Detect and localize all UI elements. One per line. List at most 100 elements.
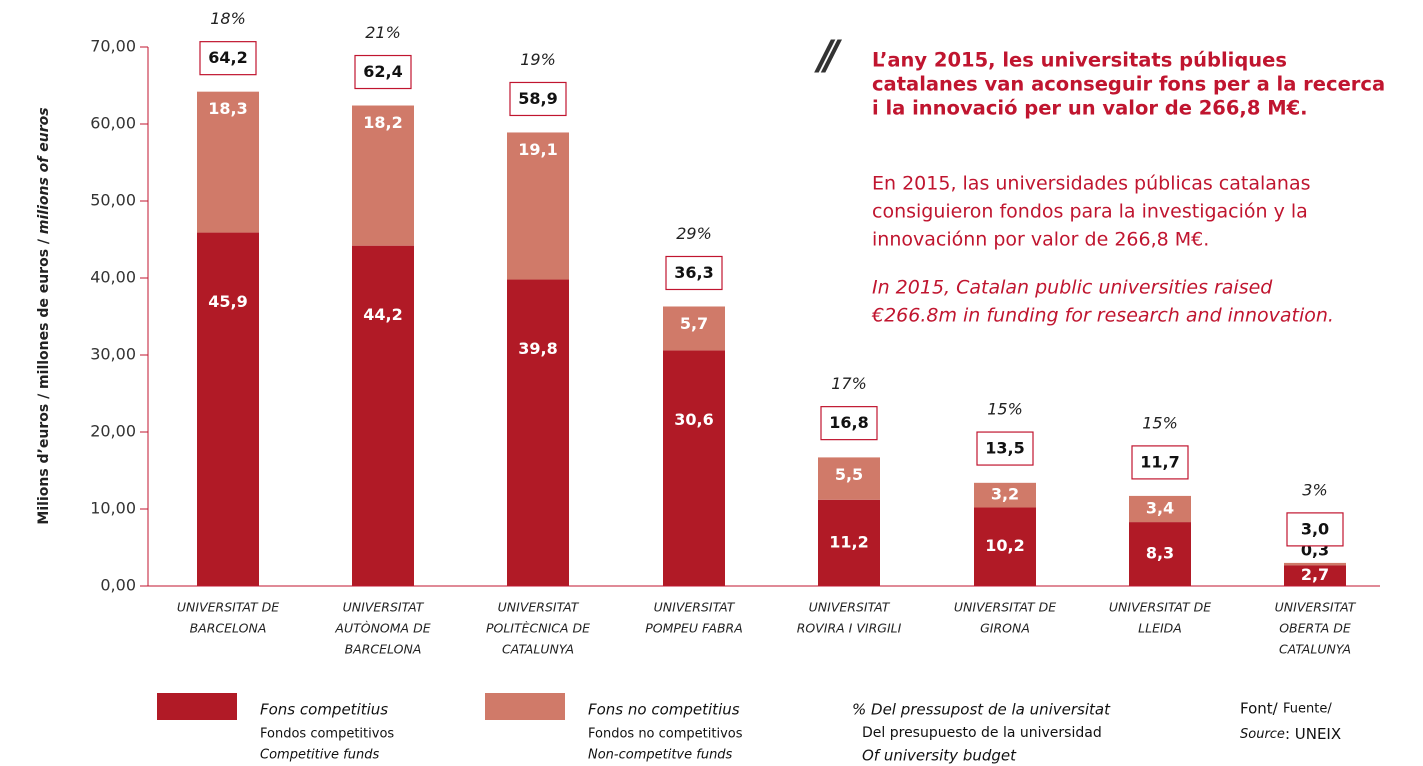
bar-segment [197,91,259,233]
x-tick-label: LLEIDA [1138,621,1182,636]
x-tick-label: CATALUNYA [1279,642,1351,657]
x-tick-label: UNIVERSITAT [809,600,891,615]
total-box [1131,445,1189,480]
legend-label: Fons competitius [260,701,388,719]
x-tick-label: UNIVERSITAT DE [177,600,279,615]
y-tick-label: 0,00 [100,576,136,595]
y-tick-label: 20,00 [90,422,136,441]
y-tick-label: 50,00 [90,191,136,210]
annotation-heading: L’any 2015, les universitats públiques [872,49,1287,72]
data-label: 19,1 [518,140,557,159]
data-label: 45,9 [208,292,247,311]
annotation-text: En 2015, las universidades públicas cata… [872,173,1311,195]
legend-label: Fons no competitius [588,701,740,719]
source: Fuente/ [1283,702,1332,717]
legend-swatch [485,693,565,720]
total-label: 58,9 [518,89,557,108]
source-part: : UNEIX [1285,725,1341,743]
legend-label-en: Competitive funds [260,748,379,763]
budget-legend: Del presupuesto de la universidad [862,725,1102,741]
x-tick-label: UNIVERSITAT DE [954,600,1056,615]
data-label: 3,4 [1146,499,1174,518]
y-tick-label: 30,00 [90,345,136,364]
data-label: 44,2 [363,305,402,324]
budget-share-label: 29% [676,224,712,243]
source: Font/ [1240,700,1279,718]
bar-segment [507,279,569,586]
total-label: 64,2 [208,48,247,67]
x-tick-label: CATALUNYA [502,642,574,657]
data-label: 11,2 [829,532,868,551]
x-tick-label: ROVIRA I VIRGILI [797,621,902,636]
data-label: 8,3 [1146,544,1174,563]
legend-swatch [157,693,237,720]
y-tick-label: 40,00 [90,268,136,287]
annotation-mark: // [814,33,843,79]
data-label: 18,3 [208,99,247,118]
bar-segment [1284,562,1346,566]
source-part: Source [1240,727,1285,742]
data-label: 5,7 [680,314,708,333]
x-tick-label: UNIVERSITAT [1275,600,1357,615]
annotation-text-en: In 2015, Catalan public universities rai… [872,277,1273,299]
bar-segment [1129,495,1191,523]
x-tick-label: POLITÈCNICA DE [486,621,590,636]
annotation-heading: i la innovació per un valor de 266,8 M€. [872,97,1308,120]
bar-segment [352,105,414,246]
annotation-heading: catalanes van aconseguir fons per a la r… [872,73,1385,96]
x-tick-label: BARCELONA [345,642,422,657]
budget-legend: Of university budget [862,747,1017,765]
bar-segment [1284,565,1346,586]
total-label: 62,4 [363,62,402,81]
total-box [1286,512,1344,547]
x-tick-label: UNIVERSITAT [343,600,425,615]
budget-share-label: 15% [1142,413,1178,432]
x-tick-label: UNIVERSITAT DE [1109,600,1211,615]
data-label: 2,7 [1301,565,1329,584]
data-label: 3,2 [991,485,1019,504]
total-box [976,431,1034,466]
y-axis-label-part: Milions d’euros / millones de euros / [36,234,52,524]
y-tick-label: 10,00 [90,499,136,518]
annotation-text-en: €266.8m in funding for research and inno… [871,305,1334,327]
bar-segment [663,350,725,586]
x-tick-label: POMPEU FABRA [645,621,743,636]
total-box [509,81,567,117]
data-label: 39,8 [518,339,557,358]
data-label: 5,5 [835,465,863,484]
x-tick-label: BARCELONA [190,621,267,636]
bar-segment [974,482,1036,508]
budget-share-label: 18% [210,9,246,28]
bar-segment [818,457,880,500]
x-tick-label: GIRONA [980,621,1030,636]
annotation-text: consiguieron fondos para la investigació… [872,201,1308,223]
total-label: 16,8 [829,413,868,432]
total-label: 13,5 [985,439,1024,458]
budget-share-label: 3% [1302,480,1327,499]
total-box [354,54,412,90]
budget-legend: % Del pressupost de la universitat [852,701,1111,719]
budget-share-label: 15% [987,400,1023,419]
bar-segment [507,132,569,280]
data-label: 10,2 [985,536,1024,555]
budget-share-label: 19% [520,50,556,69]
bar-segment [1129,522,1191,586]
x-tick-label: UNIVERSITAT [498,600,580,615]
bar-segment [818,499,880,586]
budget-share-label: 21% [365,23,401,42]
y-axis-label-part: milions of euros [36,107,52,234]
total-label: 36,3 [674,263,713,282]
bar-segment [352,245,414,586]
data-label: 18,2 [363,113,402,132]
x-tick-label: OBERTA DE [1279,621,1351,636]
budget-share-label: 17% [831,374,867,393]
total-box [820,406,878,441]
y-tick-label: 70,00 [90,37,136,56]
data-label: 30,6 [674,410,713,429]
x-tick-label: AUTÒNOMA DE [334,621,430,636]
bar-segment [974,507,1036,586]
legend-label-en: Non-competitve funds [588,748,733,763]
legend-label-es: Fondos competitivos [260,727,394,742]
